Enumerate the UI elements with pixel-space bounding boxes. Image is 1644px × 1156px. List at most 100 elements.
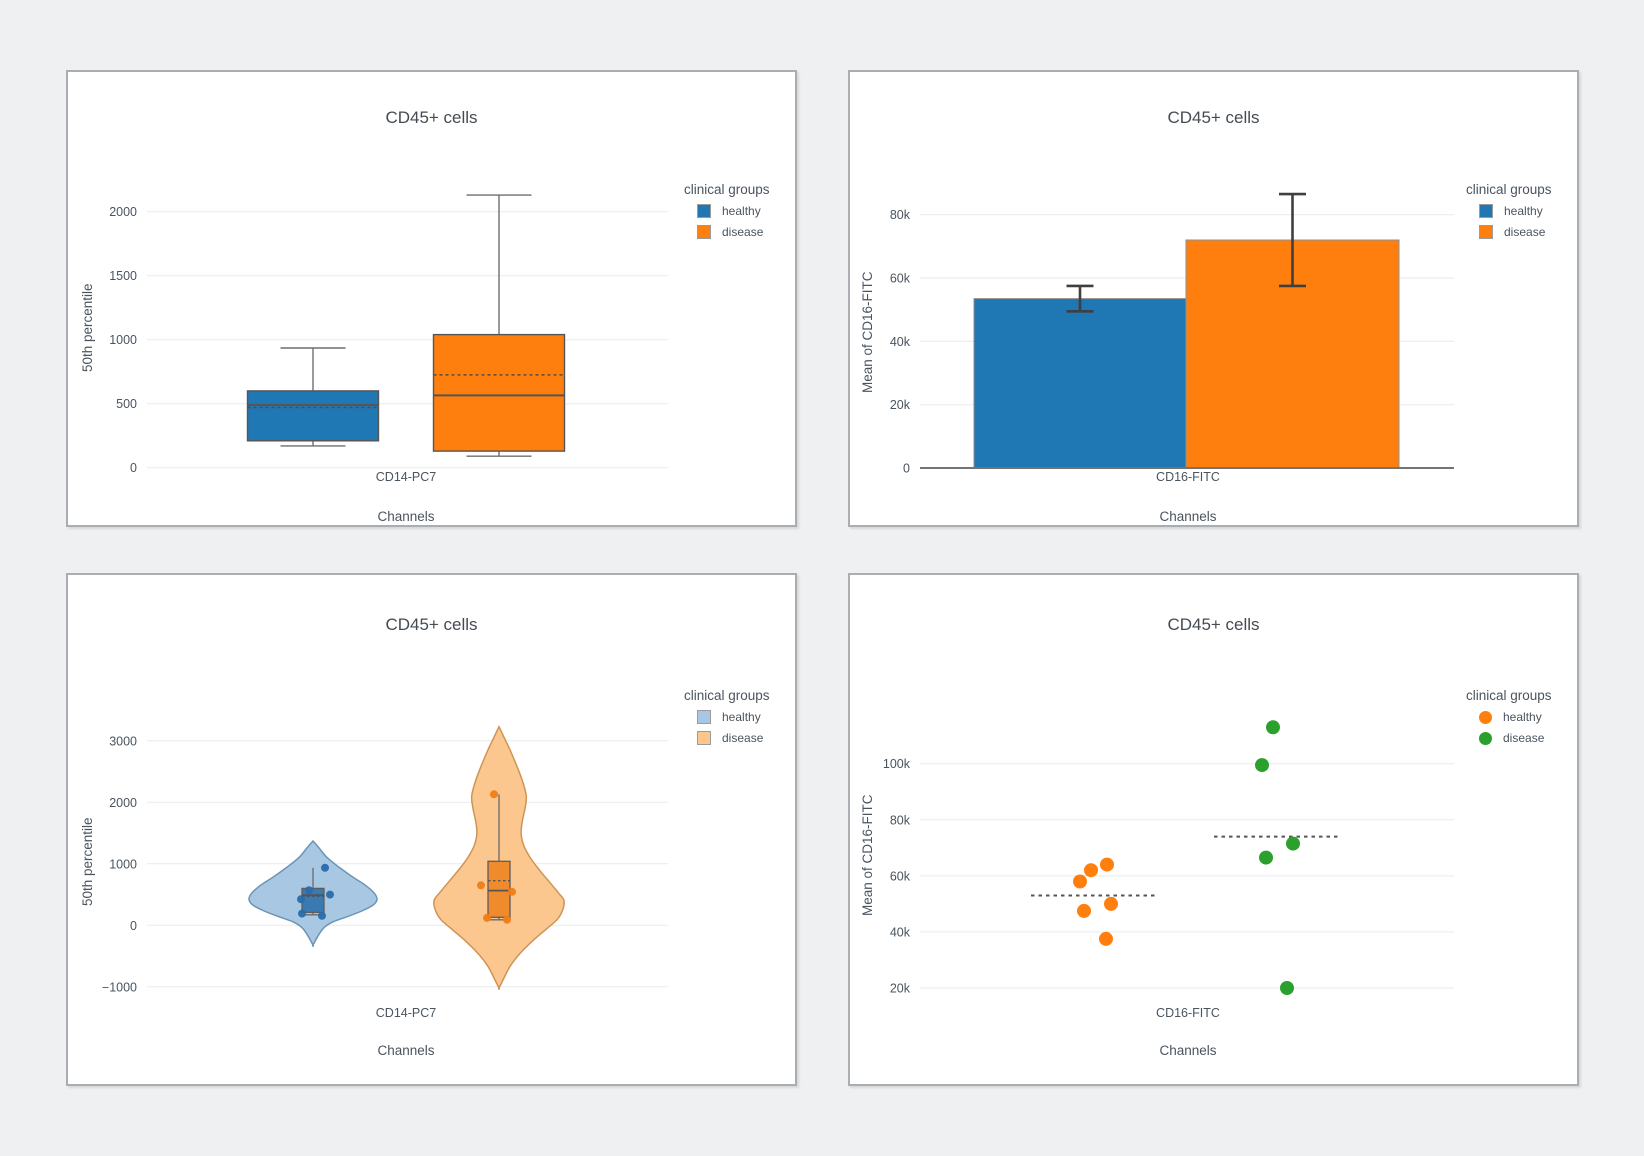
scatter-point-healthy[interactable]: [1077, 903, 1091, 918]
violin-point-disease[interactable]: [503, 915, 511, 924]
y-tick-label: 40k: [890, 335, 911, 349]
y-tick-label: 60k: [890, 272, 911, 286]
scatter-point-healthy[interactable]: [1100, 857, 1114, 872]
violin-box-disease[interactable]: [487, 860, 511, 918]
scatter-point-disease[interactable]: [1286, 836, 1300, 851]
scatter-point-healthy[interactable]: [1099, 931, 1113, 946]
scatter-point-disease[interactable]: [1255, 758, 1269, 773]
panel-bar-chart-card: CD45+ cells Mean of CD16-FITC 0 20k 40k 60k…: [848, 70, 1579, 527]
legend-label: disease: [1503, 731, 1545, 745]
y-tick-label: 3000: [109, 734, 137, 748]
legend-swatch-healthy: [1479, 710, 1492, 724]
y-tick-label: 80k: [890, 208, 911, 222]
x-tick-label: CD14-PC7: [375, 470, 437, 484]
scatter-point-disease[interactable]: [1280, 981, 1294, 995]
box-healthy[interactable]: [246, 390, 380, 442]
y-tick-label: 1500: [109, 269, 137, 283]
scatter-point-healthy[interactable]: [1104, 896, 1118, 911]
violin-point-disease[interactable]: [477, 881, 485, 890]
violin-point-healthy[interactable]: [321, 863, 329, 872]
violin-plot-canvas[interactable]: −1000 0 1000 2000 3000: [68, 575, 795, 1084]
y-tick-label: 2000: [109, 796, 137, 810]
scatter-point-healthy[interactable]: [1084, 863, 1098, 878]
legend-title: clinical groups: [1466, 182, 1552, 197]
legend-item-healthy[interactable]: healthy: [684, 204, 792, 218]
legend-label: healthy: [722, 204, 761, 218]
panel-violin-plot-card: CD45+ cells 50th percentile −1000 0 1000 20…: [66, 573, 797, 1086]
legend: clinical groups healthy disease: [1466, 688, 1574, 752]
scatter-point-disease[interactable]: [1259, 850, 1273, 865]
dot-plot-canvas[interactable]: 20k 40k 60k 80k 100k: [850, 575, 1577, 1084]
legend-item-healthy[interactable]: healthy: [1466, 204, 1574, 218]
legend: clinical groups healthy disease: [684, 182, 792, 246]
bar-healthy[interactable]: [973, 298, 1187, 469]
violin-point-disease[interactable]: [483, 913, 491, 922]
panel-box-plot-card: CD45+ cells 50th percentile 0 500 1000 1500…: [66, 70, 797, 527]
legend-label: healthy: [1504, 204, 1543, 218]
y-tick-label: 1000: [109, 333, 137, 347]
y-tick-label: 2000: [109, 205, 137, 219]
x-axis-title: Channels: [377, 1043, 435, 1058]
violin-point-disease[interactable]: [490, 790, 498, 799]
legend-swatch-healthy: [697, 204, 711, 218]
violin-point-disease[interactable]: [508, 887, 516, 896]
legend-item-disease[interactable]: disease: [684, 225, 792, 239]
chart-title: CD45+ cells: [1167, 108, 1260, 127]
chart-title: CD45+ cells: [385, 108, 478, 127]
y-tick-label: 60k: [890, 869, 911, 883]
legend-item-disease[interactable]: disease: [1466, 225, 1574, 239]
legend-title: clinical groups: [684, 182, 770, 197]
violin-point-healthy[interactable]: [297, 895, 305, 904]
legend-swatch-disease: [697, 731, 711, 745]
bar-chart-canvas[interactable]: 0 20k 40k 60k 80k: [850, 72, 1577, 525]
scatter-point-disease[interactable]: [1266, 720, 1280, 735]
legend: clinical groups healthy disease: [684, 688, 792, 752]
y-tick-label: 100k: [883, 757, 911, 771]
y-tick-label: 0: [130, 461, 137, 475]
legend-item-disease[interactable]: disease: [684, 731, 792, 745]
panel-dot-plot-card: CD45+ cells Mean of CD16-FITC 20k 40k 60k 8…: [848, 573, 1579, 1086]
chart-title: CD45+ cells: [385, 615, 478, 634]
y-tick-label: 20k: [890, 398, 911, 412]
legend-item-disease[interactable]: disease: [1466, 731, 1574, 745]
chart-title: CD45+ cells: [1167, 615, 1260, 634]
y-tick-label: 500: [116, 397, 137, 411]
y-tick-label: 0: [130, 919, 137, 933]
box-disease[interactable]: [432, 333, 566, 452]
violin-point-healthy[interactable]: [326, 890, 334, 899]
x-tick-label: CD14-PC7: [375, 1006, 437, 1020]
x-axis-title: Channels: [1159, 509, 1217, 524]
legend-label: healthy: [1503, 710, 1542, 724]
legend-swatch-disease: [697, 225, 711, 239]
violin-point-healthy[interactable]: [305, 886, 313, 895]
legend-title: clinical groups: [684, 688, 770, 703]
violin-point-healthy[interactable]: [298, 909, 306, 918]
box-plot-canvas[interactable]: 0 500 1000 1500 2000: [68, 72, 795, 525]
legend-label: disease: [722, 731, 764, 745]
x-axis-title: Channels: [1159, 1043, 1217, 1058]
violin-box-healthy[interactable]: [301, 887, 325, 914]
scatter-point-healthy[interactable]: [1073, 874, 1087, 889]
legend: clinical groups healthy disease: [1466, 182, 1574, 246]
legend-swatch-healthy: [1479, 204, 1493, 218]
y-tick-label: 1000: [109, 857, 137, 871]
y-tick-label: 0: [903, 462, 910, 476]
legend-swatch-healthy: [697, 710, 711, 724]
y-tick-label: 40k: [890, 925, 911, 939]
legend-label: healthy: [722, 710, 761, 724]
legend-label: disease: [722, 225, 764, 239]
legend-swatch-disease: [1479, 225, 1493, 239]
x-tick-label: CD16-FITC: [1156, 470, 1220, 484]
legend-item-healthy[interactable]: healthy: [684, 710, 792, 724]
y-tick-label: 80k: [890, 813, 911, 827]
legend-item-healthy[interactable]: healthy: [1466, 710, 1574, 724]
violin-point-healthy[interactable]: [318, 911, 326, 920]
x-tick-label: CD16-FITC: [1156, 1006, 1220, 1020]
legend-label: disease: [1504, 225, 1546, 239]
legend-swatch-disease: [1479, 731, 1492, 745]
y-tick-label: −1000: [102, 980, 137, 994]
x-axis-title: Channels: [377, 509, 435, 524]
y-tick-label: 20k: [890, 982, 911, 996]
legend-title: clinical groups: [1466, 688, 1552, 703]
